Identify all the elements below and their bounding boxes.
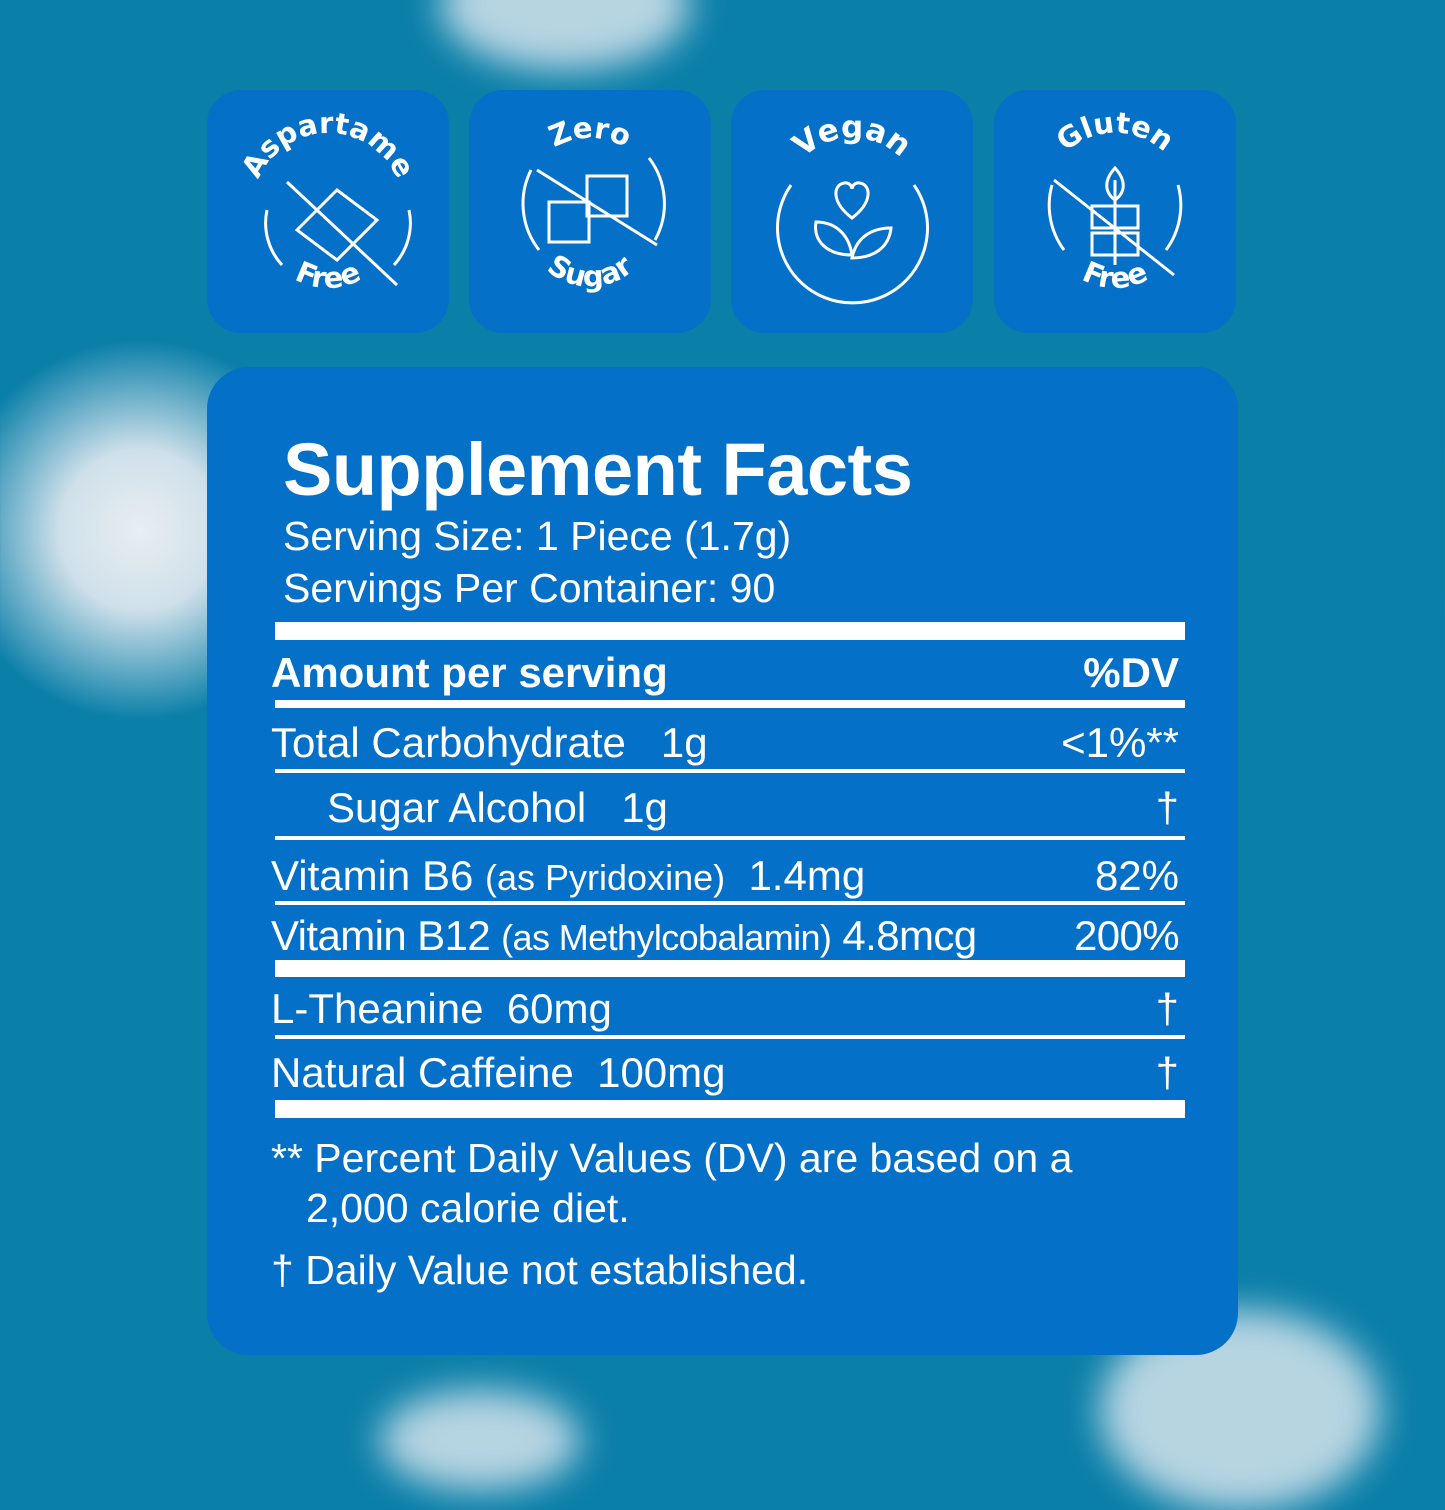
svg-text:Zero: Zero: [544, 110, 637, 153]
background-blur-shape: [440, 0, 690, 70]
nutrient-detail: (as Pyridoxine): [485, 857, 726, 898]
divider-thick: [275, 622, 1185, 640]
badge-top-label: Zero: [544, 110, 637, 153]
divider-medium: [275, 700, 1185, 708]
wheat-crossed-icon: Gluten Free: [1047, 105, 1183, 296]
table-row: L-Theanine 60mg †: [271, 985, 1179, 1033]
nutrient-name: L-Theanine: [271, 985, 484, 1032]
nutrient-name: Total Carbohydrate: [271, 719, 626, 766]
divider-thick: [275, 960, 1185, 977]
nutrient-detail: (as Methylcobalamin): [501, 917, 832, 958]
nutrient-amount: 1g: [660, 719, 708, 766]
page-title: Supplement Facts: [283, 428, 913, 511]
nutrient-dv: 82%: [1094, 852, 1179, 899]
nutrient-dv: 200%: [1073, 912, 1180, 959]
svg-text:Free: Free: [291, 254, 365, 295]
nutrient-dv: †: [1155, 985, 1179, 1032]
footnote-dv-continued: 2,000 calorie diet.: [306, 1185, 630, 1231]
badge-vegan: Vegan: [731, 90, 973, 333]
svg-text:Aspartame: Aspartame: [234, 106, 421, 183]
divider-thin: [275, 836, 1185, 840]
svg-text:Vegan: Vegan: [786, 110, 918, 164]
nutrient-dv: <1%**: [1061, 719, 1179, 766]
divider-thick: [275, 1100, 1185, 1118]
badge-gluten-free: Gluten Free: [994, 90, 1236, 333]
nutrient-amount: 4.8mcg: [842, 912, 977, 959]
badge-zero-sugar: Zero Sugar: [469, 90, 711, 333]
table-row: Total Carbohydrate 1g <1%**: [271, 719, 1179, 767]
background-blur-shape: [380, 1390, 580, 1490]
nutrient-name: Sugar Alcohol: [327, 784, 587, 831]
table-row: Natural Caffeine 100mg †: [271, 1049, 1179, 1097]
serving-size: Serving Size: 1 Piece (1.7g): [283, 513, 792, 559]
table-row: Sugar Alcohol 1g †: [271, 784, 1179, 832]
nutrient-amount: 100mg: [597, 1049, 726, 1096]
nutrient-dv: †: [1155, 784, 1179, 831]
svg-text:Sugar: Sugar: [542, 248, 639, 294]
supplement-facts-panel: Supplement Facts Serving Size: 1 Piece (…: [207, 367, 1238, 1355]
header-amount: Amount per serving: [271, 649, 668, 696]
svg-text:Gluten: Gluten: [1050, 105, 1180, 157]
nutrient-amount: 60mg: [506, 985, 612, 1032]
badge-top-label: Gluten: [1050, 105, 1180, 157]
nutrient-dv: †: [1155, 1049, 1179, 1096]
servings-per-container: Servings Per Container: 90: [283, 565, 776, 611]
nutrient-name: Natural Caffeine: [271, 1049, 574, 1096]
nutrient-name: Vitamin B12: [271, 912, 491, 959]
nutrient-name: Vitamin B6: [271, 852, 474, 899]
nutrient-amount: 1g: [621, 784, 668, 831]
table-row: Vitamin B6 (as Pyridoxine) 1.4mg 82%: [271, 852, 1179, 900]
table-row: Vitamin B12 (as Methylcobalamin) 4.8mcg …: [271, 912, 1180, 960]
table-header: Amount per serving %DV: [271, 649, 1179, 697]
candy-wrapper-crossed-icon: Aspartame Free: [234, 106, 421, 296]
badge-top-label: Aspartame: [234, 106, 421, 183]
divider-thin: [275, 1035, 1185, 1039]
badge-top-label: Vegan: [786, 110, 918, 164]
footnote-dagger: † Daily Value not established.: [271, 1247, 809, 1293]
divider-thin: [275, 769, 1185, 773]
heart-leaves-icon: Vegan: [776, 110, 929, 305]
badge-bottom-label: Sugar: [542, 248, 639, 294]
badge-aspartame-free: Aspartame Free: [207, 90, 449, 333]
divider-thin: [275, 901, 1185, 905]
badge-bottom-label: Free: [291, 254, 365, 295]
footnote-dv: ** Percent Daily Values (DV) are based o…: [271, 1135, 1073, 1181]
header-dv: %DV: [1083, 649, 1179, 696]
nutrient-amount: 1.4mg: [748, 852, 866, 899]
sugar-cubes-crossed-icon: Zero Sugar: [521, 110, 666, 294]
